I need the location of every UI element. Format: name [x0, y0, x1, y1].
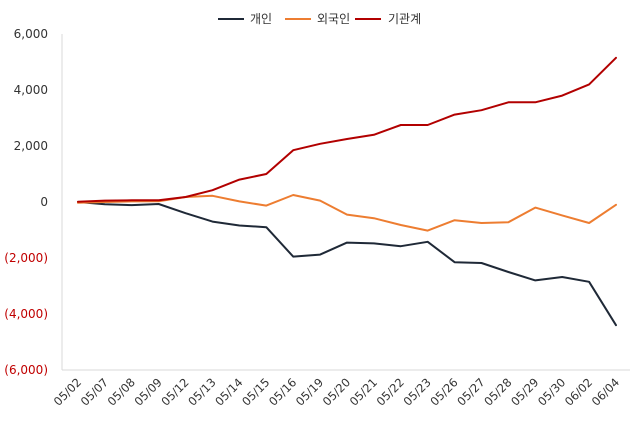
x-tick-label: 05/09 — [131, 375, 164, 408]
legend-item: 기관계 — [355, 12, 421, 26]
y-tick-label: 0 — [40, 195, 48, 209]
y-axis-ticks: (6,000) (4,000) (2,000) 0 2,000 4,000 6,000 — [4, 27, 48, 377]
x-axis-ticks: 05/0205/0705/0805/0905/1205/1305/1405/15… — [51, 375, 622, 408]
y-tick-label: (6,000) — [4, 363, 48, 377]
y-tick-label: 6,000 — [14, 27, 48, 41]
x-tick-label: 05/23 — [400, 375, 433, 408]
legend-label: 기관계 — [388, 12, 421, 26]
x-tick-label: 05/07 — [78, 375, 111, 408]
series-lines — [77, 56, 617, 327]
x-tick-label: 05/20 — [320, 375, 353, 408]
series-line-0 — [77, 201, 617, 327]
y-tick-label: 4,000 — [14, 83, 48, 97]
x-tick-label: 05/15 — [239, 375, 272, 408]
x-tick-label: 05/28 — [481, 375, 514, 408]
x-tick-label: 05/12 — [158, 375, 191, 408]
x-tick-label: 05/14 — [212, 375, 245, 408]
x-tick-label: 05/02 — [51, 375, 84, 408]
legend: 개인 외국인 기관계 — [218, 12, 421, 26]
x-tick-label: 06/02 — [562, 375, 595, 408]
y-tick-label: (2,000) — [4, 251, 48, 265]
y-tick-label: 2,000 — [14, 139, 48, 153]
legend-item: 외국인 — [285, 12, 350, 26]
series-line-2 — [77, 56, 617, 203]
legend-label: 외국인 — [317, 12, 350, 26]
x-tick-label: 05/26 — [427, 375, 460, 408]
x-tick-label: 05/30 — [535, 375, 568, 408]
x-tick-label: 05/21 — [347, 375, 380, 408]
x-tick-label: 05/13 — [185, 375, 218, 408]
y-tick-label: (4,000) — [4, 307, 48, 321]
x-tick-label: 05/19 — [293, 375, 326, 408]
x-tick-label: 05/16 — [266, 375, 299, 408]
x-tick-label: 05/22 — [374, 375, 407, 408]
x-tick-label: 06/04 — [589, 375, 622, 408]
x-tick-label: 05/29 — [508, 375, 541, 408]
legend-item: 개인 — [218, 12, 272, 26]
legend-label: 개인 — [250, 12, 272, 26]
x-tick-label: 05/08 — [105, 375, 138, 408]
x-tick-label: 05/27 — [454, 375, 487, 408]
